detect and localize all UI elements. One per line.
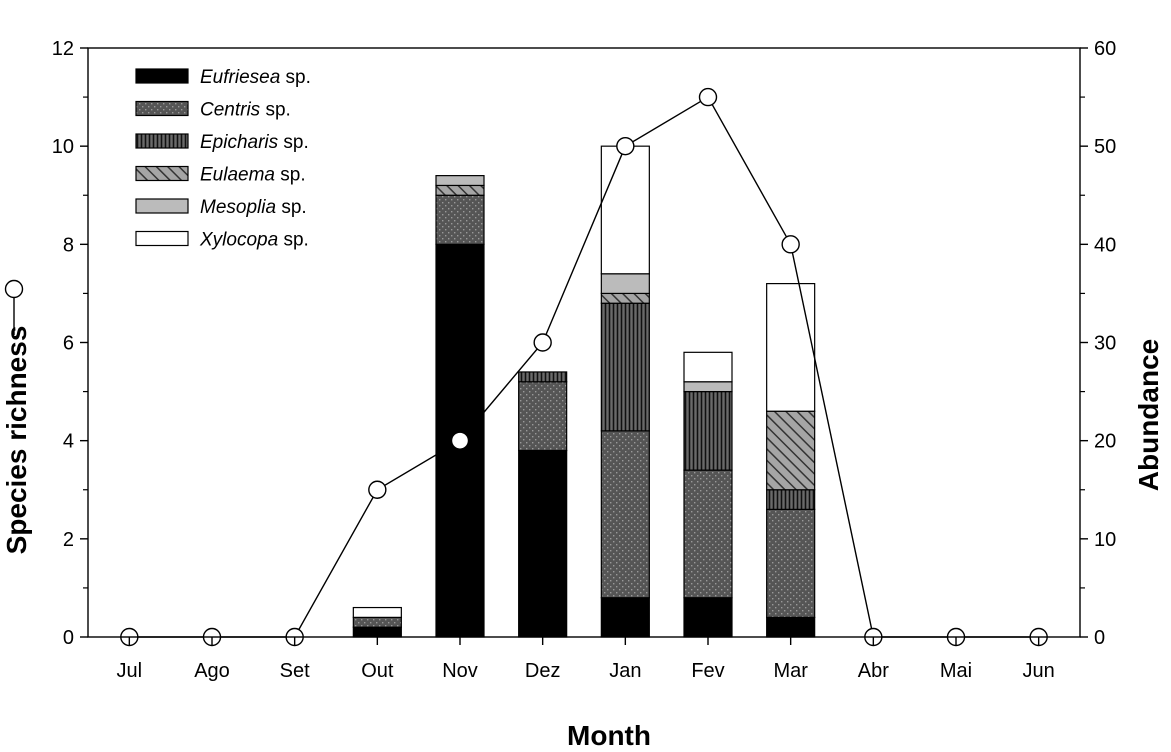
x-tick-label-abr: Abr: [858, 660, 889, 682]
legend-swatch-eulaema: [135, 165, 189, 182]
x-tick-label-jul: Jul: [117, 660, 143, 682]
bar-epicharis-fev: [683, 390, 733, 471]
bar-epicharis-jan: [600, 302, 650, 432]
right-axis-title: Abundance: [1133, 339, 1164, 491]
left-tick-label-0: 0: [63, 627, 74, 649]
bar-xylocopa-out: [352, 606, 402, 618]
x-tick-label-ago: Ago: [194, 660, 230, 682]
bar-eulaema-nov: [435, 184, 485, 196]
bar-centris-mar: [766, 508, 816, 618]
x-tick-label-dez: Dez: [525, 660, 561, 682]
bar-epicharis-mar: [766, 489, 816, 510]
axes-layer: 0 2 4 6 8 10 12 0 10 20 30 40 50 60 Jul Ago Set Out Nov Dez…: [52, 38, 1117, 682]
legend-swatch-epicharis: [135, 133, 189, 149]
richness-point-jan: [616, 136, 635, 156]
legend-label-eulaema: Eulaema sp.: [200, 165, 306, 186]
bar-eulaema-mar: [766, 410, 816, 491]
x-tick-label-set: Set: [280, 660, 310, 682]
x-tick-label-nov: Nov: [442, 660, 478, 682]
right-tick-label-40: 40: [1094, 234, 1116, 256]
left-tick-label-6: 6: [63, 333, 74, 355]
left-title-marker-symbol: [4, 279, 24, 299]
right-tick-label-20: 20: [1094, 431, 1116, 453]
bar-xylocopa-fev: [683, 351, 733, 383]
legend-label-xylocopa: Xylocopa sp.: [199, 230, 309, 251]
richness-point-mar: [781, 235, 800, 254]
bar-eufriesea-fev: [683, 597, 733, 638]
x-tick-label-mar: Mar: [773, 660, 808, 682]
bars-layer: [352, 145, 816, 638]
x-axis-title: Month: [567, 720, 651, 751]
bar-mesoplia-nov: [435, 175, 485, 187]
right-tick-label-60: 60: [1094, 38, 1116, 60]
richness-point-nov: [450, 431, 470, 450]
bar-centris-jan: [600, 430, 650, 599]
legend-label-mesoplia: Mesoplia sp.: [200, 197, 307, 218]
bar-epicharis-dez: [518, 371, 568, 383]
bar-centris-nov: [435, 194, 485, 245]
bar-xylocopa-jan: [600, 145, 650, 275]
right-tick-label-10: 10: [1094, 529, 1116, 551]
left-axis-title: Species richness: [1, 326, 32, 555]
bar-mesoplia-fev: [683, 381, 733, 393]
legend-label-eufriesea: Eufriesea sp.: [200, 67, 311, 88]
bar-eufriesea-mar: [766, 616, 816, 638]
legend-label-centris: Centris sp.: [200, 100, 291, 121]
bar-centris-out: [352, 616, 402, 628]
bar-eufriesea-dez: [518, 449, 568, 638]
x-tick-label-jun: Jun: [1023, 660, 1055, 682]
bar-eulaema-jan: [600, 292, 650, 304]
bar-xylocopa-mar: [766, 283, 816, 412]
right-tick-label-50: 50: [1094, 136, 1116, 158]
right-tick-label-0: 0: [1094, 627, 1105, 649]
x-tick-label-out: Out: [361, 660, 394, 682]
left-tick-label-8: 8: [63, 234, 74, 256]
bar-centris-dez: [518, 381, 568, 452]
legend-label-epicharis: Epicharis sp.: [200, 132, 309, 153]
legend-swatch-xylocopa: [135, 230, 189, 247]
x-tick-label-fev: Fev: [691, 660, 724, 682]
legend-swatch-mesoplia: [135, 198, 189, 214]
left-tick-label-12: 12: [52, 38, 74, 60]
left-tick-label-4: 4: [63, 431, 74, 453]
bar-centris-fev: [683, 469, 733, 599]
bar-eufriesea-out: [352, 626, 402, 638]
left-tick-label-10: 10: [52, 136, 74, 158]
x-tick-label-jan: Jan: [609, 660, 641, 682]
right-tick-label-30: 30: [1094, 333, 1116, 355]
bar-mesoplia-jan: [600, 273, 650, 295]
legend-swatch-eufriesea: [135, 68, 189, 84]
legend: Eufriesea sp. Centris sp. Epicharis sp. Eul…: [135, 67, 311, 251]
bar-eufriesea-jan: [600, 597, 650, 638]
left-tick-label-2: 2: [63, 529, 74, 551]
richness-point-out: [368, 480, 387, 499]
richness-point-fev: [698, 87, 718, 107]
richness-point-dez: [533, 333, 552, 352]
legend-swatch-centris: [135, 100, 189, 117]
x-tick-label-mai: Mai: [940, 660, 972, 682]
